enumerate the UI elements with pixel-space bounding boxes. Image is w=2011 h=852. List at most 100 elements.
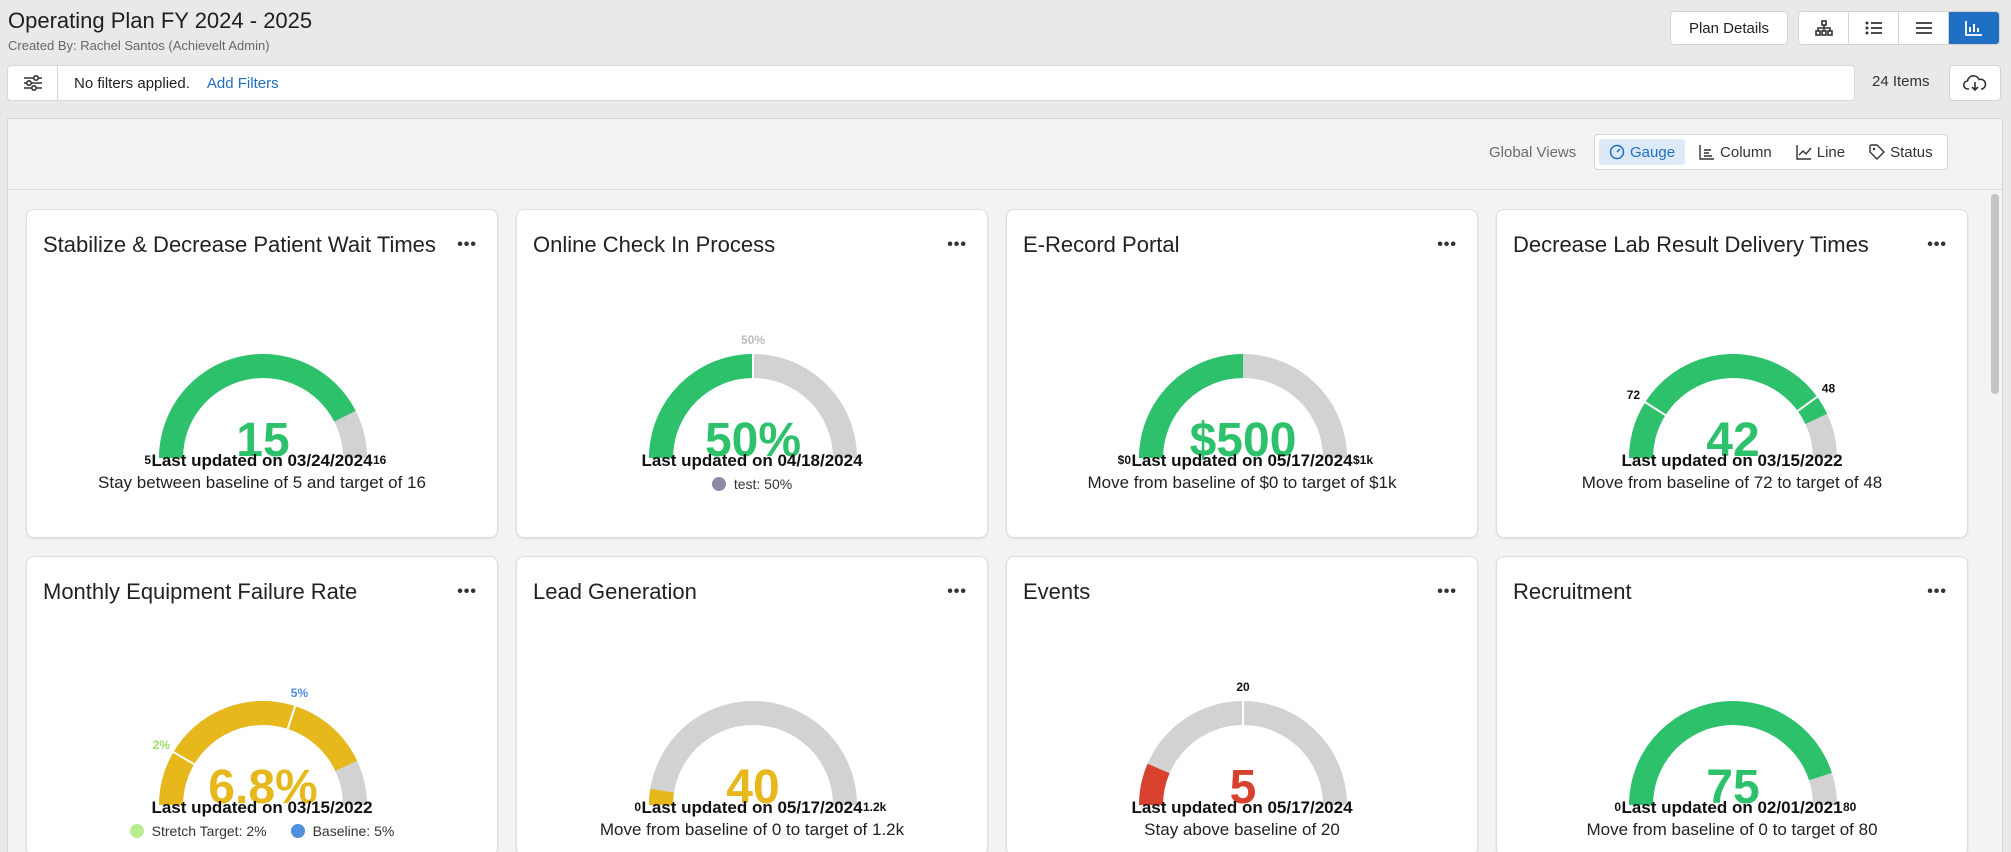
last-updated: Last updated on 05/17/2024 (641, 798, 863, 817)
filter-settings-button[interactable] (8, 66, 58, 100)
kpi-card[interactable]: Decrease Lab Result Delivery Times ••• 48 7… (1496, 209, 1968, 538)
card-title: E-Record Portal (1023, 232, 1180, 257)
gauge-marker (1644, 401, 1666, 416)
gauge-max-label: 16 (373, 453, 387, 467)
gauge-chart: 5 16 15 (144, 354, 387, 467)
gauge-fill (649, 788, 674, 805)
card-description: Move from baseline of 0 to target of 80 (1586, 820, 1878, 839)
gauge-chart: 48 72 42 (1627, 354, 1837, 467)
gauge-value: 50% (705, 414, 801, 467)
line-view-label: Line (1816, 143, 1846, 161)
gauge-min-label: $0 (1118, 453, 1132, 467)
card-description: Stay above baseline of 20 (1144, 820, 1340, 839)
gauge-marker (172, 751, 195, 766)
legend-dot (711, 477, 726, 491)
gauge-chart: 50% 50% (649, 333, 857, 467)
gauge-min-label: 5 (144, 453, 151, 467)
card-title: Recruitment (1513, 579, 1632, 604)
card-description: Move from baseline of 0 to target of 1.2… (599, 820, 905, 839)
status-view-button[interactable]: Status (1859, 139, 1943, 165)
legend-item: Baseline: 5% (290, 823, 395, 839)
gauge-max-label: 80 (1843, 800, 1857, 814)
card-title: Monthly Equipment Failure Rate (43, 579, 358, 604)
global-views-label: Global Views (1489, 144, 1577, 161)
panel-header: Global Views Gauge Column Line Status (8, 119, 2002, 190)
list-icon (1865, 21, 1882, 35)
created-by: Created By: Rachel Santos (Achievelt Adm… (8, 38, 270, 53)
card-menu-button[interactable]: ••• (1437, 236, 1457, 253)
card-menu-button[interactable]: ••• (457, 236, 477, 253)
gauge-marker-label: 5% (291, 686, 309, 700)
cloud-download-icon (1963, 75, 1987, 92)
scrollbar[interactable] (1989, 192, 2001, 852)
legend-label: Baseline: 5% (312, 823, 395, 839)
card-menu-button[interactable]: ••• (1437, 583, 1457, 600)
line-view-button[interactable]: Line (1786, 139, 1855, 165)
scroll-thumb[interactable] (1991, 194, 1999, 394)
card-description: Move from baseline of $0 to target of $1… (1087, 473, 1397, 492)
gauge-track (649, 701, 857, 805)
card-menu-button[interactable]: ••• (1927, 583, 1947, 600)
kpi-card[interactable]: Online Check In Process ••• 50% 50% Last upd… (516, 209, 988, 538)
status-view-label: Status (1890, 143, 1933, 161)
top-toolbar: Plan Details (1669, 11, 2000, 45)
hierarchy-icon (1814, 20, 1833, 36)
gauge-view-label: Gauge (1630, 143, 1676, 161)
card-menu-button[interactable]: ••• (1927, 236, 1947, 253)
global-views-group: Gauge Column Line Status (1594, 134, 1948, 170)
kpi-card[interactable]: Events ••• 20 5 Last updated on 05/17/2024 St… (1006, 556, 1478, 852)
filter-bar: No filters applied. Add Filters (7, 65, 1855, 101)
gauge-min-label: 0 (634, 800, 641, 814)
gauge-marker-label: 20 (1236, 680, 1250, 694)
card-title: Online Check In Process (533, 232, 776, 257)
legend-label: Stretch Target: 2% (151, 823, 267, 839)
kpi-card[interactable]: Stabilize & Decrease Patient Wait Times •… (26, 209, 498, 538)
last-updated: Last updated on 03/15/2022 (151, 798, 373, 817)
compact-view-button[interactable] (1899, 12, 1949, 44)
hierarchy-view-button[interactable] (1799, 12, 1849, 44)
gauge-view-button[interactable]: Gauge (1599, 139, 1686, 165)
gauge-icon (1609, 144, 1625, 160)
items-count: 24 Items (1872, 73, 1930, 90)
cloud-download-button[interactable] (1949, 65, 2001, 101)
page-title: Operating Plan FY 2024 - 2025 (8, 8, 313, 33)
legend-item: test: 50% (711, 476, 793, 492)
last-updated: Last updated on 05/17/2024 (1131, 798, 1353, 817)
legend-item: Stretch Target: 2% (129, 823, 267, 839)
filter-status: No filters applied. (74, 74, 190, 92)
bar-chart-icon (1965, 21, 1982, 36)
card-title: Lead Generation (533, 579, 697, 604)
card-menu-button[interactable]: ••• (947, 583, 967, 600)
card-description: Move from baseline of 72 to target of 48 (1581, 473, 1883, 492)
gauge-value: 75 (1706, 761, 1759, 814)
plan-details-button[interactable]: Plan Details (1669, 11, 1788, 45)
chart-view-button[interactable] (1949, 12, 1999, 44)
kpi-card[interactable]: Lead Generation ••• 0 1.2k 40 Last updated on… (516, 556, 988, 852)
last-updated: Last updated on 02/01/2021 (1621, 798, 1843, 817)
list-view-button[interactable] (1849, 12, 1899, 44)
legend-label: test: 50% (733, 476, 793, 492)
gauge-chart: 0 80 75 (1614, 700, 1857, 814)
tag-icon (1869, 144, 1886, 160)
gauge-marker-label: 48 (1822, 382, 1836, 396)
last-updated: Last updated on 05/17/2024 (1131, 451, 1353, 470)
gauge-fill (159, 354, 356, 458)
gauge-value: 42 (1706, 414, 1759, 467)
kpi-card[interactable]: E-Record Portal ••• $0 $1k $500 Last updated … (1006, 209, 1478, 538)
card-menu-button[interactable]: ••• (457, 583, 477, 600)
add-filters-link[interactable]: Add Filters (206, 74, 279, 92)
last-updated: Last updated on 03/24/2024 (151, 451, 373, 470)
gauge-track (1139, 701, 1347, 805)
gauge-fill (1139, 354, 1243, 458)
gauge-chart: 0 1.2k 40 (634, 701, 887, 814)
dashboard-panel: Global Views Gauge Column Line Status St… (7, 118, 2003, 852)
kpi-card[interactable]: Recruitment ••• 0 80 75 Last updated on 02/01… (1496, 556, 1968, 852)
gauge-value: 15 (236, 414, 289, 467)
sliders-icon (23, 75, 42, 91)
kpi-card[interactable]: Monthly Equipment Failure Rate ••• 5% 2% 6.8… (26, 556, 498, 852)
column-view-button[interactable]: Column (1689, 139, 1782, 165)
card-menu-button[interactable]: ••• (947, 236, 967, 253)
card-title: Decrease Lab Result Delivery Times (1513, 232, 1869, 257)
gauge-marker-label: 50% (741, 333, 765, 347)
line-chart-icon (1796, 145, 1812, 160)
